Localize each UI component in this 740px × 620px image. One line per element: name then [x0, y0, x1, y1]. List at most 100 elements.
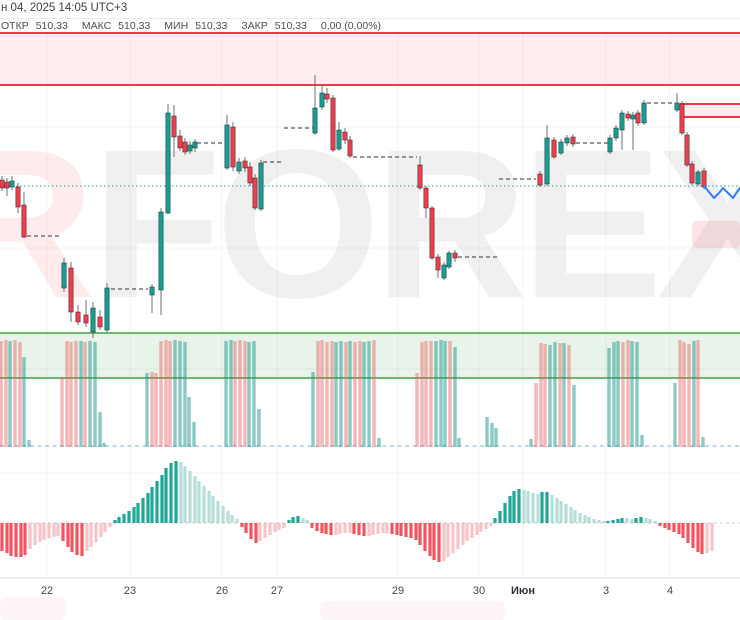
candle-body: [423, 187, 429, 209]
macd-bar: [371, 523, 375, 535]
volume-bar: [494, 428, 498, 447]
volume-bar: [372, 340, 376, 447]
candle-body: [441, 264, 447, 279]
candle-body: [242, 160, 248, 169]
volume-bar: [159, 341, 163, 447]
candle-body: [187, 144, 193, 152]
macd-bar: [249, 523, 253, 539]
candle-body: [347, 139, 353, 157]
volume-bar: [353, 342, 357, 447]
volume-bar: [607, 348, 611, 447]
macd-bar: [52, 523, 56, 537]
chart-clock[interactable]: н 04, 2025 14:05 UTC+3: [1, 2, 128, 14]
macd-bar: [616, 519, 620, 523]
macd-bar: [155, 481, 159, 523]
volume-bar: [543, 344, 547, 447]
macd-bar: [630, 519, 634, 523]
macd-bar: [409, 523, 413, 538]
volume-bar: [701, 437, 705, 447]
macd-bar: [475, 523, 479, 535]
volume-bar: [553, 342, 557, 447]
macd-bar: [188, 471, 192, 523]
volume-bar: [640, 435, 644, 447]
macd-bar: [578, 513, 582, 523]
watermark-blob-bottom-center: [320, 601, 505, 620]
macd-bar: [498, 511, 502, 523]
macd-bar: [423, 523, 427, 551]
candle-body: [435, 256, 441, 271]
volume-bar: [567, 345, 571, 447]
macd-bar: [38, 523, 42, 542]
candle-body: [336, 129, 342, 150]
macd-bar: [667, 523, 671, 530]
macd-bar: [0, 523, 4, 551]
macd-bar: [559, 501, 563, 523]
volume-bar: [362, 342, 366, 447]
volume-bar: [330, 341, 334, 447]
macd-bar: [465, 523, 469, 541]
macd-bar: [602, 521, 606, 523]
candle-body: [75, 311, 81, 323]
macd-bar: [348, 523, 352, 533]
macd-bar: [456, 523, 460, 549]
volume-bar: [178, 341, 182, 447]
macd-bar: [42, 523, 46, 540]
volume-bar: [562, 343, 566, 447]
resistance-zone: [0, 33, 740, 85]
candle-body: [635, 112, 641, 124]
macd-bar: [305, 520, 309, 523]
volume-bar: [687, 344, 691, 447]
macd-bar: [324, 523, 328, 534]
macd-bar: [691, 523, 695, 548]
volume-bar: [490, 423, 494, 447]
candle-body: [330, 97, 336, 151]
macd-bar: [56, 523, 60, 536]
candle-body: [312, 107, 318, 134]
volume-bar: [233, 341, 237, 447]
volume-bar: [192, 422, 196, 447]
macd-bar: [329, 523, 333, 535]
volume-bar: [635, 342, 639, 447]
volume-bar: [98, 412, 102, 447]
volume-bar: [630, 341, 634, 447]
macd-bar: [442, 523, 446, 561]
macd-bar: [503, 503, 507, 523]
candle-body: [4, 181, 10, 189]
volume-bar: [443, 341, 447, 447]
candle-body: [558, 141, 564, 154]
volume-bar: [621, 342, 625, 447]
volume-bar: [457, 438, 461, 447]
volume-bar: [79, 341, 83, 447]
macd-bar: [526, 491, 530, 523]
macd-bar: [160, 475, 164, 523]
volume-bar: [22, 357, 26, 447]
watermark-blob-bottom-left: [0, 597, 66, 620]
volume-bar: [0, 341, 3, 447]
volume-bar: [448, 341, 452, 447]
candle-body: [9, 180, 15, 188]
macd-bar: [136, 503, 140, 523]
chart-title-bar: н 04, 2025 14:05 UTC+3: [0, 0, 740, 19]
macd-bar: [597, 520, 601, 523]
macd-bar: [202, 486, 206, 523]
volume-bar: [325, 342, 329, 447]
macd-bar: [700, 523, 704, 554]
macd-bar: [489, 523, 493, 526]
volume-bar: [626, 340, 630, 447]
macd-bar: [381, 523, 385, 533]
macd-bar: [117, 517, 121, 523]
watermark-letter-left: R: [0, 105, 96, 342]
macd-bar: [216, 501, 220, 523]
candle-body: [149, 286, 155, 296]
volume-bar: [367, 341, 371, 447]
macd-bar: [357, 523, 361, 535]
macd-bar: [19, 523, 23, 557]
candle-body: [252, 177, 258, 209]
volume-bar: [612, 342, 616, 447]
volume-bar: [572, 385, 576, 447]
ohlc-legend[interactable]: ОТКР 510,33 МАКС 510,33 МИН 510,33 ЗАКР 510,33 0…: [1, 20, 388, 32]
candle-body: [224, 124, 230, 169]
macd-bar: [338, 523, 342, 534]
macd-bar: [414, 523, 418, 540]
